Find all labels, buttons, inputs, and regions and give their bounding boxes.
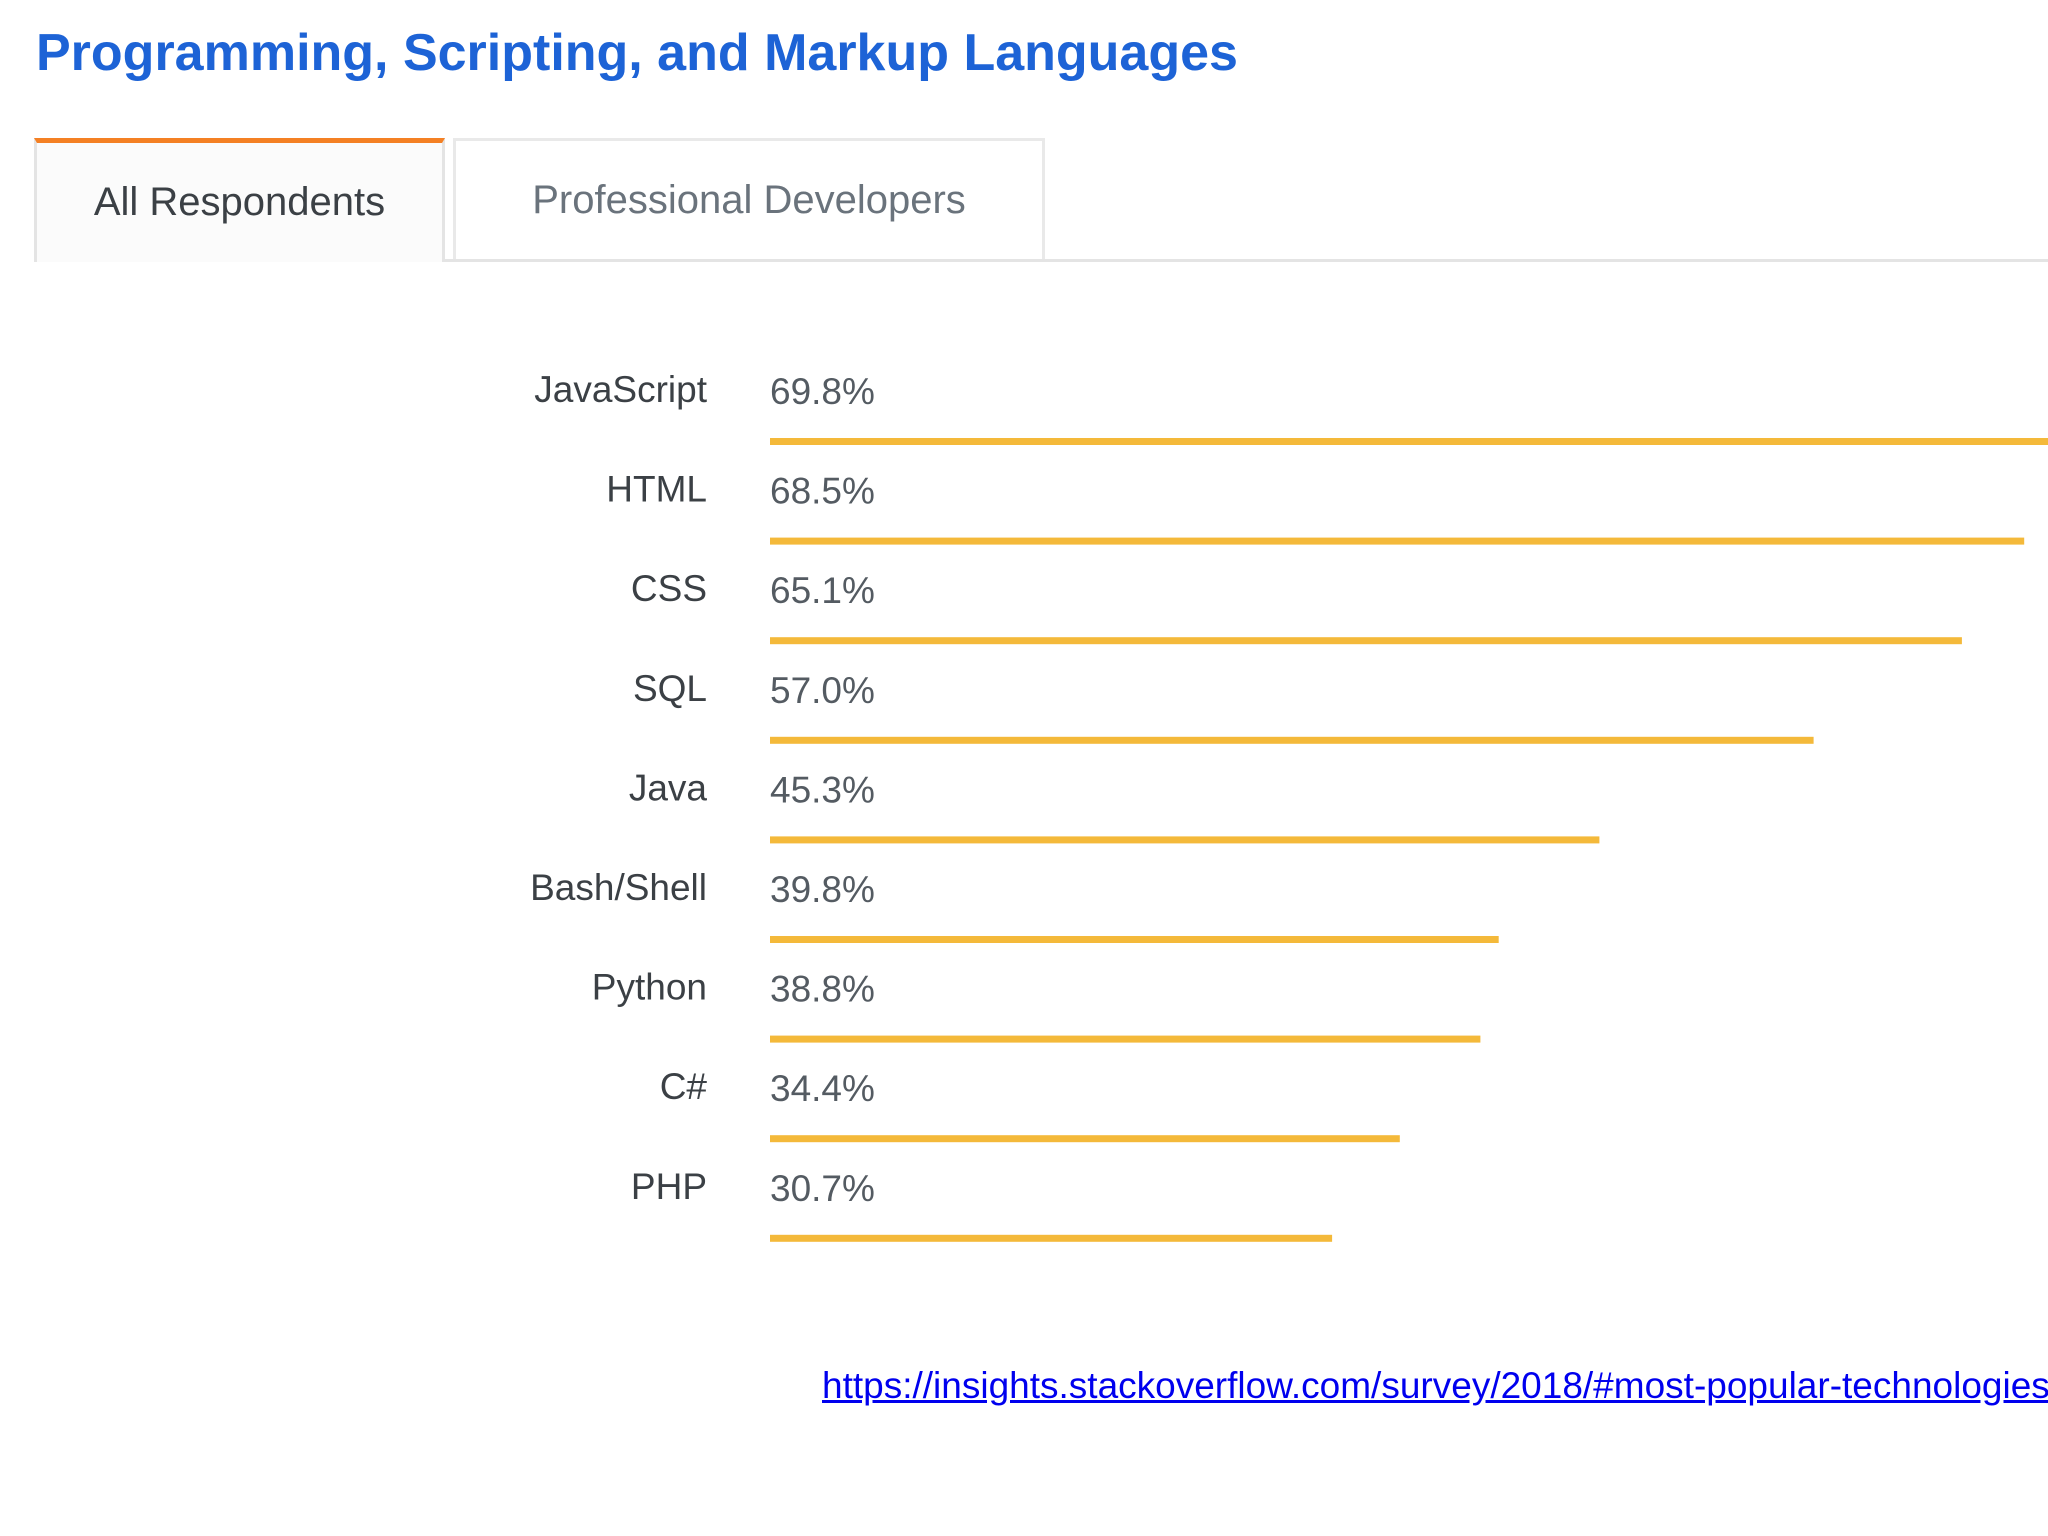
value-label: 30.7% xyxy=(770,1168,875,1209)
category-label: CSS xyxy=(631,568,707,609)
bar xyxy=(770,438,2048,445)
category-label: Python xyxy=(592,967,707,1008)
bar xyxy=(770,736,1814,744)
source-link[interactable]: https://insights.stackoverflow.com/surve… xyxy=(822,1365,2048,1406)
value-label: 34.4% xyxy=(770,1068,875,1109)
bar-chart: JavaScript 69.8% HTML 68.5% CSS 65.1% SQL 57.0%… xyxy=(530,369,2048,1242)
bar xyxy=(770,1135,1400,1143)
tab-strip: All Respondents Professional Developers xyxy=(34,138,2048,262)
category-label: SQL xyxy=(633,668,707,709)
value-label: 38.8% xyxy=(770,969,875,1010)
tab-professional-developers[interactable]: Professional Developers xyxy=(453,138,1045,259)
value-label: 57.0% xyxy=(770,670,875,711)
bar xyxy=(770,936,1499,943)
category-label: Bash/Shell xyxy=(530,867,707,908)
value-label: 69.8% xyxy=(770,371,875,412)
bar xyxy=(770,537,2025,545)
page-title: Programming, Scripting, and Markup Langu… xyxy=(36,24,1238,82)
value-label: 39.8% xyxy=(770,869,875,910)
category-label: PHP xyxy=(631,1166,707,1207)
category-label: C# xyxy=(660,1066,708,1107)
bar xyxy=(770,1035,1481,1043)
category-label: JavaScript xyxy=(534,369,707,410)
value-label: 68.5% xyxy=(770,471,875,512)
value-label: 65.1% xyxy=(770,570,875,611)
value-label: 45.3% xyxy=(770,769,875,810)
category-label: HTML xyxy=(606,469,707,510)
category-label: Java xyxy=(629,767,708,808)
bar xyxy=(770,836,1600,844)
bar xyxy=(770,1234,1333,1242)
tab-divider xyxy=(34,259,2048,262)
tab-all-respondents[interactable]: All Respondents xyxy=(34,138,445,262)
bar xyxy=(770,637,1962,645)
